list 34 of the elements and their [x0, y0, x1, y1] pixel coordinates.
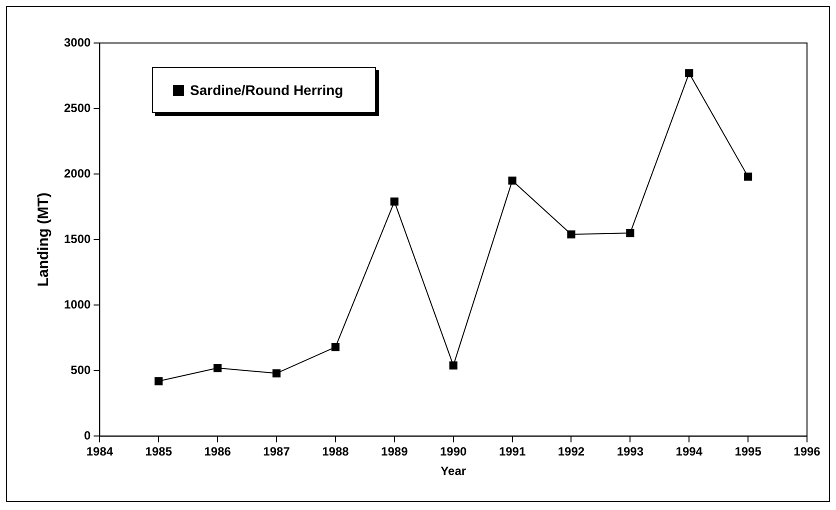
point	[744, 172, 752, 181]
y-tick-label: 2500	[64, 100, 92, 115]
point	[685, 69, 694, 78]
x-tick-label: 1986	[204, 444, 232, 459]
point	[449, 361, 458, 370]
x-tick-label: 1992	[558, 444, 585, 459]
point	[567, 230, 576, 238]
x-tick-label: 1995	[734, 444, 762, 459]
point	[214, 364, 222, 372]
point	[331, 343, 340, 352]
x-tick-label: 1984	[86, 444, 114, 459]
y-tick-label: 3000	[64, 35, 92, 50]
x-tick-label: 1987	[263, 444, 290, 459]
point	[626, 229, 634, 238]
x-tick-label: 1985	[145, 444, 172, 459]
x-tick-label: 1993	[616, 444, 644, 459]
point	[508, 176, 516, 185]
x-tick-label: 1994	[676, 444, 703, 459]
y-tick-label: 1500	[64, 232, 92, 246]
x-tick-label: 1988	[322, 444, 350, 459]
x-axis-title: Year	[440, 464, 466, 478]
point	[272, 369, 281, 378]
x-tick-label: 1996	[794, 444, 821, 459]
point	[390, 198, 398, 206]
x-tick-label: 1989	[381, 444, 408, 459]
x-tick-label: 1991	[498, 444, 526, 459]
y-tick-label: 500	[70, 362, 92, 377]
legend-label: Sardine/Round Herring	[190, 82, 344, 98]
y-tick-label: 2000	[64, 166, 92, 180]
point	[154, 377, 163, 386]
y-tick-label: 0	[84, 428, 92, 443]
y-axis-title: Landing (MT)	[35, 192, 52, 287]
y-tick-label: 1000	[64, 297, 92, 312]
x-tick-label: 1990	[440, 444, 468, 459]
